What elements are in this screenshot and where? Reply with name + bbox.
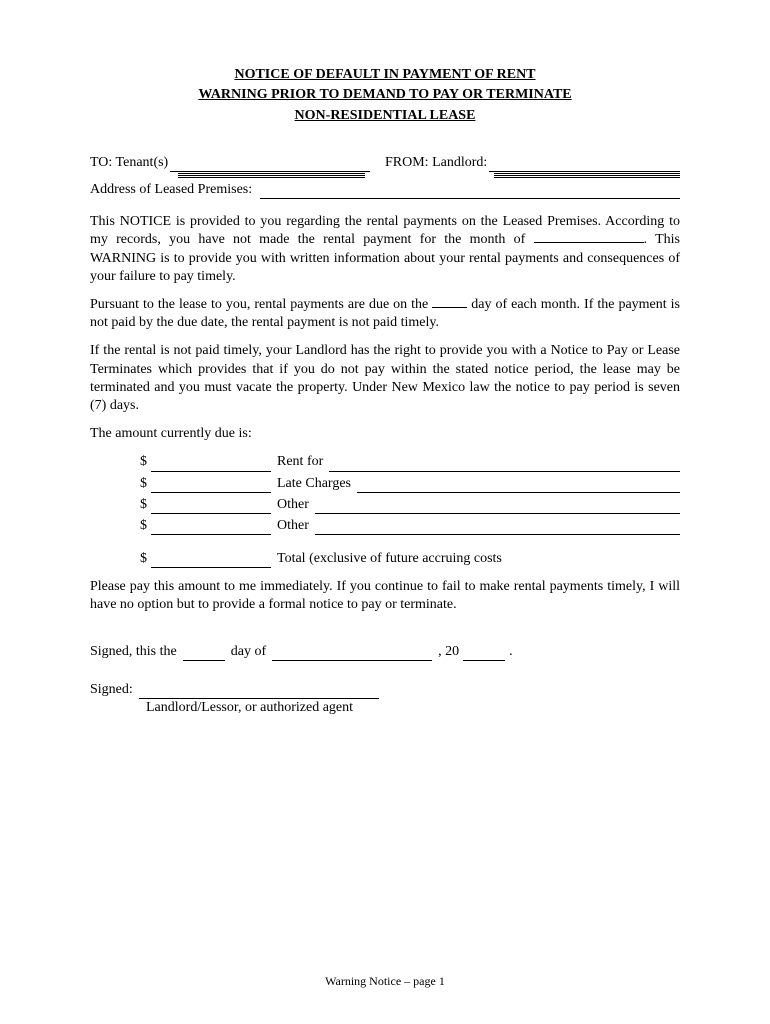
- address-label: Address of Leased Premises:: [90, 181, 254, 199]
- document-title: NOTICE OF DEFAULT IN PAYMENT OF RENT WAR…: [90, 65, 680, 126]
- signed-month-blank[interactable]: [272, 660, 432, 661]
- leased-premises-row: Address of Leased Premises:: [90, 181, 680, 199]
- other2-amount-blank[interactable]: [151, 534, 271, 535]
- amount-late-row: $ Late Charges: [140, 475, 680, 493]
- recipient-row: TO: Tenant(s) FROM: Landlord:: [90, 154, 680, 172]
- dollar-sign: $: [140, 517, 151, 535]
- due-day-blank[interactable]: [432, 307, 467, 308]
- to-section: TO: Tenant(s): [90, 154, 385, 172]
- paragraph-2: Pursuant to the lease to you, rental pay…: [90, 296, 680, 332]
- landlord-name-blank[interactable]: [489, 154, 680, 172]
- document-page: NOTICE OF DEFAULT IN PAYMENT OF RENT WAR…: [0, 0, 770, 747]
- signed-date-row: Signed, this the day of , 20 .: [90, 643, 680, 661]
- para2-text-a: Pursuant to the lease to you, rental pay…: [90, 297, 432, 312]
- landlord-blank-3[interactable]: [494, 175, 681, 176]
- amounts-section: $ Rent for $ Late Charges $ Other $ Othe…: [140, 453, 680, 568]
- premises-address-blank[interactable]: [260, 181, 680, 199]
- signed-label: Signed:: [90, 681, 133, 699]
- from-label: FROM: Landlord:: [385, 154, 489, 172]
- signed-dayof: day of: [231, 643, 266, 661]
- paragraph-3: If the rental is not paid timely, your L…: [90, 342, 680, 415]
- other1-label: Other: [277, 496, 315, 514]
- tenant-blank-4[interactable]: [178, 177, 365, 178]
- other2-desc-blank[interactable]: [315, 534, 680, 535]
- signed-prefix: Signed, this the: [90, 643, 177, 661]
- dollar-sign: $: [140, 496, 151, 514]
- amount-total-row: $ Total (exclusive of future accruing co…: [140, 550, 680, 568]
- address-row-4: [90, 177, 680, 178]
- page-footer: Warning Notice – page 1: [0, 974, 770, 989]
- rent-for-blank[interactable]: [329, 471, 680, 472]
- tenant-name-blank[interactable]: [170, 154, 370, 172]
- amount-rent-row: $ Rent for: [140, 453, 680, 471]
- landlord-blank-2[interactable]: [494, 173, 681, 174]
- title-line-2: WARNING PRIOR TO DEMAND TO PAY OR TERMIN…: [198, 87, 571, 102]
- late-desc-blank[interactable]: [357, 492, 680, 493]
- late-label: Late Charges: [277, 475, 357, 493]
- dollar-sign: $: [140, 475, 151, 493]
- late-amount-blank[interactable]: [151, 492, 271, 493]
- title-line-1: NOTICE OF DEFAULT IN PAYMENT OF RENT: [234, 67, 535, 82]
- tenant-blank-2[interactable]: [178, 173, 365, 174]
- paragraph-5: Please pay this amount to me immediately…: [90, 578, 680, 614]
- amount-other2-row: $ Other: [140, 517, 680, 535]
- paragraph-4: The amount currently due is:: [90, 425, 680, 443]
- dollar-sign: $: [140, 453, 151, 471]
- rent-amount-blank[interactable]: [151, 471, 271, 472]
- signed-day-blank[interactable]: [183, 660, 225, 661]
- signed-comma20: , 20: [438, 643, 459, 661]
- address-row-2: [90, 173, 680, 174]
- tenant-blank-3[interactable]: [178, 175, 365, 176]
- signature-row: Signed:: [90, 681, 680, 699]
- other2-label: Other: [277, 517, 315, 535]
- address-row-3: [90, 175, 680, 176]
- dollar-sign: $: [140, 550, 151, 568]
- from-section: FROM: Landlord:: [385, 154, 680, 172]
- other1-desc-blank[interactable]: [315, 513, 680, 514]
- month-blank[interactable]: [534, 242, 644, 243]
- rent-label: Rent for: [277, 453, 329, 471]
- paragraph-1: This NOTICE is provided to you regarding…: [90, 213, 680, 286]
- signature-caption: Landlord/Lessor, or authorized agent: [146, 699, 680, 717]
- to-label: TO: Tenant(s): [90, 154, 170, 172]
- period: .: [509, 643, 513, 661]
- title-line-3: NON-RESIDENTIAL LEASE: [295, 108, 476, 123]
- total-label: Total (exclusive of future accruing cost…: [277, 550, 508, 568]
- other1-amount-blank[interactable]: [151, 513, 271, 514]
- total-amount-blank[interactable]: [151, 567, 271, 568]
- signed-year-blank[interactable]: [463, 660, 505, 661]
- landlord-blank-4[interactable]: [494, 177, 681, 178]
- amount-other1-row: $ Other: [140, 496, 680, 514]
